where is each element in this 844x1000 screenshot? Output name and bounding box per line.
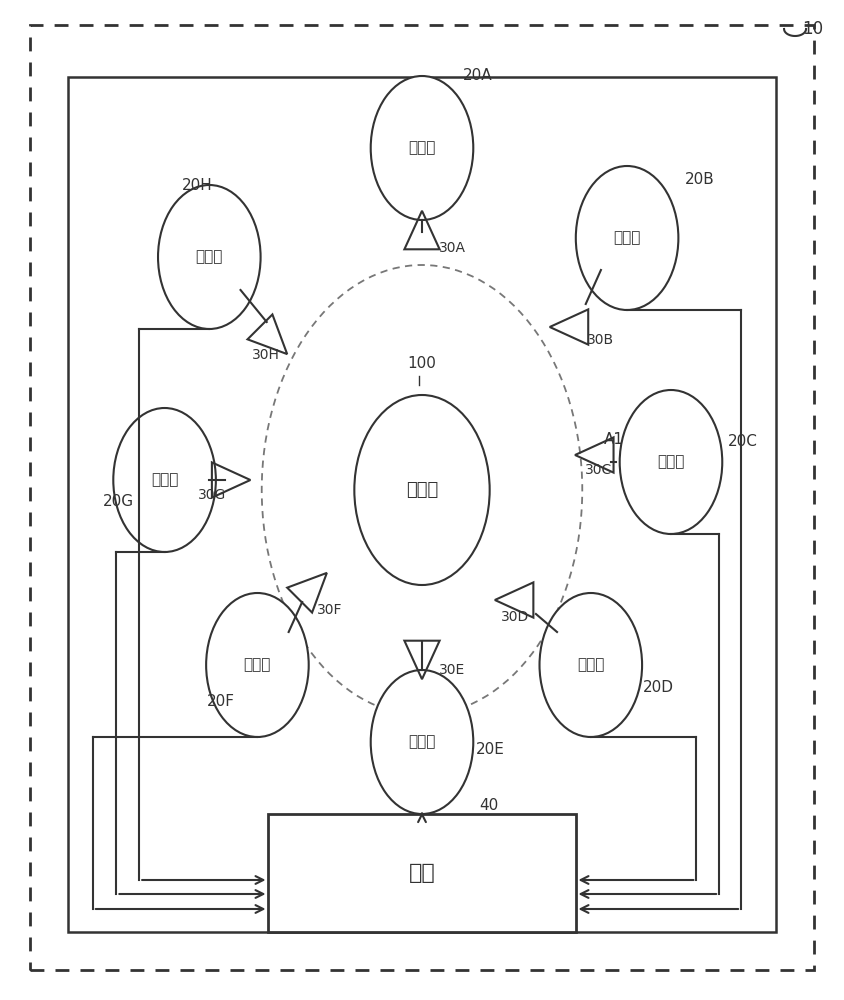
Text: 20E: 20E xyxy=(476,742,505,758)
Text: 30B: 30B xyxy=(587,333,614,347)
Text: 30H: 30H xyxy=(252,348,279,362)
Ellipse shape xyxy=(619,390,722,534)
Text: 30C: 30C xyxy=(585,463,612,477)
Text: 收发部: 收发部 xyxy=(196,249,223,264)
Bar xyxy=(268,814,576,932)
Text: 20B: 20B xyxy=(685,172,715,188)
Text: 100: 100 xyxy=(408,356,436,370)
Text: 收发部: 收发部 xyxy=(408,140,436,155)
Text: 30A: 30A xyxy=(439,241,466,255)
Text: 30E: 30E xyxy=(439,663,465,677)
Text: 20D: 20D xyxy=(643,680,674,696)
Text: 收发部: 收发部 xyxy=(244,658,271,672)
Ellipse shape xyxy=(539,593,642,737)
Text: 30G: 30G xyxy=(197,488,225,502)
Text: 收发部: 收发部 xyxy=(577,658,604,672)
Text: 收发部: 收发部 xyxy=(151,473,178,488)
Ellipse shape xyxy=(158,185,261,329)
Text: 30D: 30D xyxy=(501,610,529,624)
Text: 生物体: 生物体 xyxy=(406,481,438,499)
Text: 电路: 电路 xyxy=(408,863,436,883)
Text: 20C: 20C xyxy=(728,434,757,450)
Text: 20A: 20A xyxy=(463,68,492,84)
Text: 20F: 20F xyxy=(207,694,235,710)
Ellipse shape xyxy=(206,593,309,737)
Text: 40: 40 xyxy=(479,798,499,814)
Ellipse shape xyxy=(371,76,473,220)
Bar xyxy=(68,77,776,932)
Text: 收发部: 收发部 xyxy=(408,734,436,750)
Ellipse shape xyxy=(354,395,490,585)
Ellipse shape xyxy=(576,166,679,310)
Text: A1: A1 xyxy=(604,432,625,448)
Text: 20H: 20H xyxy=(182,178,213,192)
Ellipse shape xyxy=(113,408,216,552)
Ellipse shape xyxy=(371,670,473,814)
Text: 收发部: 收发部 xyxy=(657,454,684,470)
Text: 20G: 20G xyxy=(103,494,134,510)
Text: 收发部: 收发部 xyxy=(614,231,641,245)
Text: 30F: 30F xyxy=(316,603,342,617)
Text: 10: 10 xyxy=(802,20,824,38)
Ellipse shape xyxy=(262,265,582,715)
